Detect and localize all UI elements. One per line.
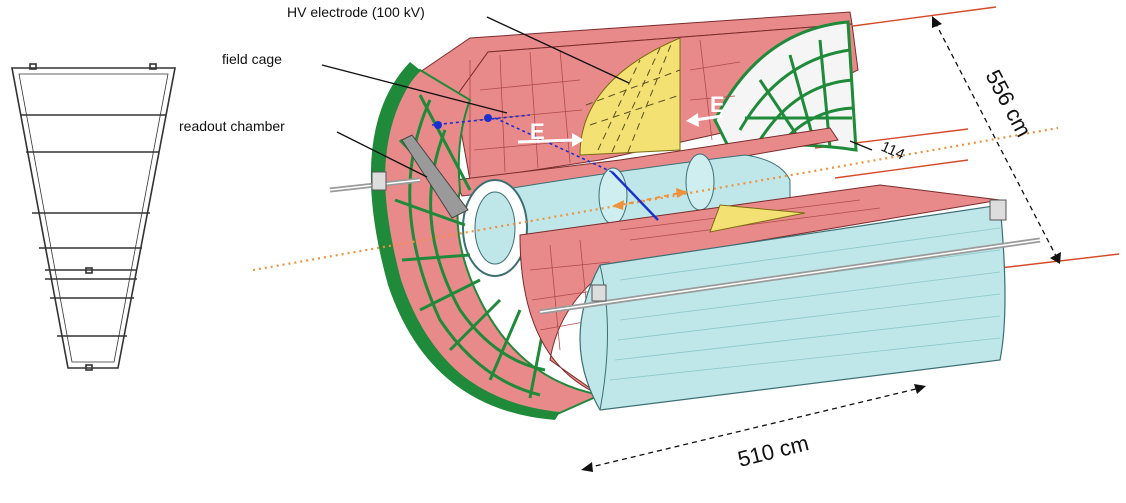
- hv-electrode-label: HV electrode (100 kV): [287, 4, 425, 20]
- readout-chamber-module: [401, 134, 469, 219]
- dimension-arrows: [586, 21, 1058, 469]
- dim-114-label: 114: [878, 138, 907, 163]
- outer-shell-stripes: [609, 227, 1001, 381]
- middle-ring-band: [454, 127, 839, 197]
- label-leaders: [321, 16, 630, 178]
- efield-right-label: E: [710, 92, 725, 117]
- efield-left-label: E: [530, 119, 545, 144]
- hv-electrode-lower: [709, 204, 806, 233]
- efield-arrows: [517, 113, 723, 147]
- tpc-cylinder: [329, 11, 1041, 420]
- front-endplate-rim: [370, 62, 560, 420]
- beam-axis-line: [252, 126, 1059, 272]
- dim-556-label: 556 cm: [981, 66, 1037, 141]
- readout-chamber-label: readout chamber: [179, 118, 285, 134]
- far-endplate-wheel: [713, 20, 858, 152]
- readout-chamber-frame-drawing: [11, 63, 176, 371]
- hv-electrode-membrane: [579, 37, 681, 156]
- orange-arrow-line: [619, 192, 681, 206]
- dim-510-label: 510 cm: [735, 430, 811, 472]
- hv-electrode-segments: [585, 41, 681, 153]
- outer-field-cage-shell: [579, 204, 1006, 411]
- field-cage-label: field cage: [222, 51, 282, 67]
- particle-track: [431, 114, 659, 221]
